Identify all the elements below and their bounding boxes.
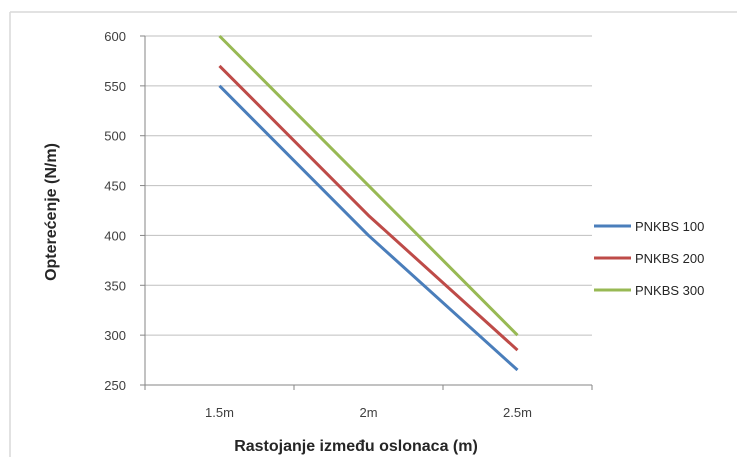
- y-tick-label: 600: [104, 29, 126, 44]
- y-tick-label: 350: [104, 278, 126, 293]
- series-line-3: [218, 34, 519, 337]
- series-lines: [218, 34, 519, 372]
- y-tick-label: 450: [104, 179, 126, 194]
- y-tick-label: 550: [104, 79, 126, 94]
- x-tick-label: 2m: [359, 405, 377, 420]
- y-tick-label: 300: [104, 328, 126, 343]
- y-tick-label: 500: [104, 129, 126, 144]
- y-tick-label: 400: [104, 228, 126, 243]
- x-tick-label: 1.5m: [205, 405, 234, 420]
- series-line-1: [218, 84, 519, 372]
- x-tick-labels: 1.5m 2m 2.5m: [205, 405, 532, 420]
- x-tick-label: 2.5m: [503, 405, 532, 420]
- legend-label-2: PNKBS 200: [635, 251, 704, 266]
- y-tick-label: 250: [104, 378, 126, 393]
- series-line-2: [218, 64, 519, 352]
- legend-label-3: PNKBS 300: [635, 283, 704, 298]
- legend: PNKBS 100 PNKBS 200 PNKBS 300: [594, 219, 704, 298]
- y-tick-labels: 250 300 350 400 450 500 550 600: [104, 29, 126, 393]
- axes: [140, 35, 593, 390]
- x-axis-title: Rastojanje između oslonaca (m): [234, 438, 478, 455]
- legend-label-1: PNKBS 100: [635, 219, 704, 234]
- y-axis-title: Opterećenje (N/m): [43, 143, 60, 281]
